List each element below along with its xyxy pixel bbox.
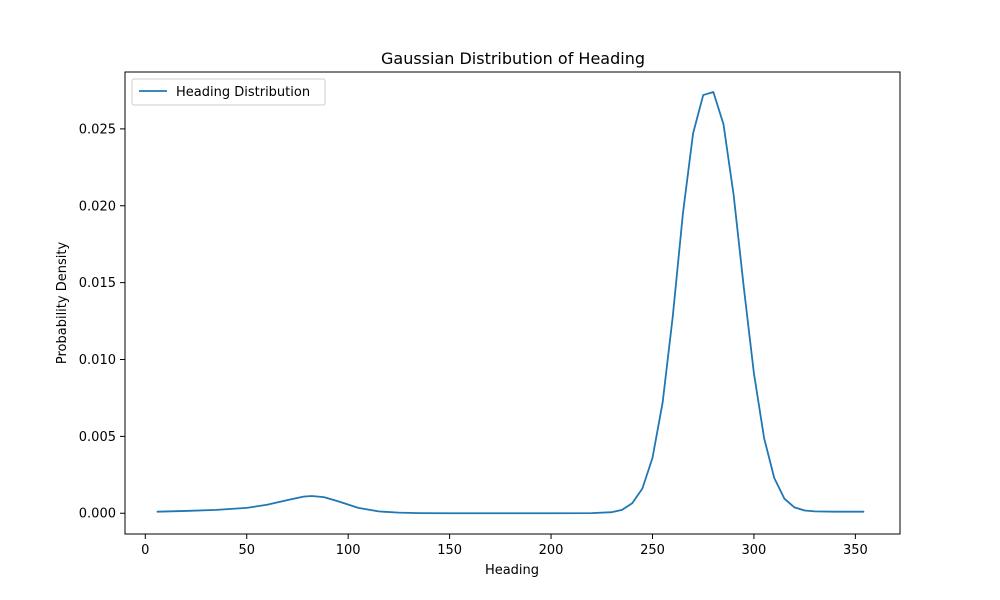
chart-title: Gaussian Distribution of Heading [381,49,645,68]
x-tick-label: 150 [437,543,462,558]
legend: Heading Distribution [131,78,326,106]
x-axis-label: Heading [485,563,539,578]
y-tick-label: 0.010 [79,353,116,368]
x-tick-label: 100 [336,543,361,558]
y-axis-ticks: 0.000 0.005 0.010 0.015 0.020 0.025 [79,122,125,522]
y-tick-label: 0.015 [79,276,116,291]
y-tick-label: 0.020 [79,199,116,214]
x-tick-label: 300 [742,543,767,558]
y-tick-label: 0.005 [79,430,116,445]
x-tick-label: 50 [238,543,255,558]
y-tick-label: 0.025 [79,122,116,137]
x-tick-label: 350 [843,543,868,558]
series-line-heading-distribution [156,91,865,515]
x-tick-label: 200 [539,543,564,558]
x-tick-label: 0 [141,543,149,558]
legend-label: Heading Distribution [176,85,310,100]
legend-box [131,78,326,106]
plot-frame [124,71,901,535]
x-axis-ticks: 0 50 100 150 200 250 300 350 [141,534,868,558]
y-axis-label: Probability Density [55,242,70,365]
y-tick-label: 0.000 [79,507,116,522]
x-tick-label: 250 [640,543,665,558]
